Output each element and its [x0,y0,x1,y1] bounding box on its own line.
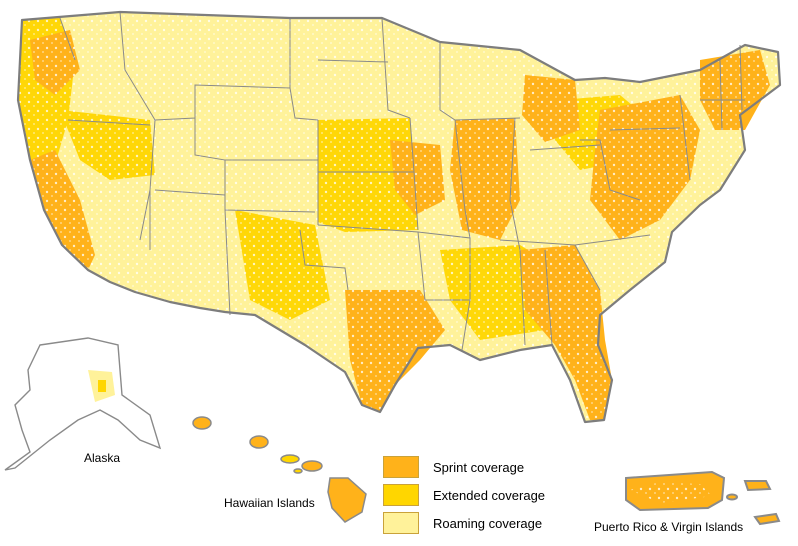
legend-label-roaming: Roaming coverage [433,515,543,531]
hawaii-label: Hawaiian Islands [224,496,315,510]
alaska-label: Alaska [84,451,121,465]
coverage-texture [18,12,780,422]
legend-item-sprint: Sprint coverage [383,456,524,478]
puerto-rico-map [625,470,781,526]
legend-item-roaming: Roaming coverage [383,512,542,534]
legend-item-extended: Extended coverage [383,484,545,506]
legend-label-extended: Extended coverage [433,487,546,503]
puerto-rico-label: Puerto Rico & Virgin Islands [594,520,744,534]
legend-swatch-extended [383,484,419,506]
legend-label-sprint: Sprint coverage [433,459,525,475]
legend-swatch-roaming [383,512,419,534]
state-borders [59,11,745,351]
alaska-map [4,337,162,471]
hawaii-map [192,416,367,523]
legend-swatch-sprint [383,456,419,478]
us-coastline [16,10,782,424]
